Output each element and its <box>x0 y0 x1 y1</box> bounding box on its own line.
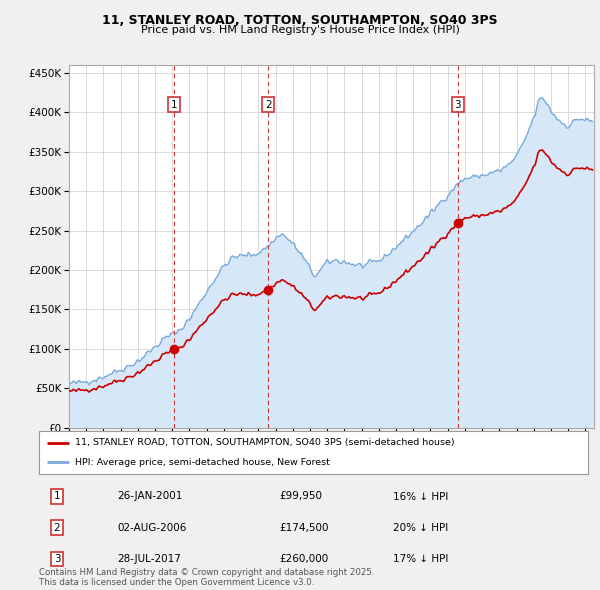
Text: 1: 1 <box>170 100 177 110</box>
Text: Contains HM Land Registry data © Crown copyright and database right 2025.
This d: Contains HM Land Registry data © Crown c… <box>39 568 374 587</box>
Text: 26-JAN-2001: 26-JAN-2001 <box>117 491 182 502</box>
Text: £260,000: £260,000 <box>279 554 328 564</box>
Text: 2: 2 <box>53 523 61 533</box>
Text: Price paid vs. HM Land Registry's House Price Index (HPI): Price paid vs. HM Land Registry's House … <box>140 25 460 35</box>
Text: 20% ↓ HPI: 20% ↓ HPI <box>393 523 448 533</box>
Text: 2: 2 <box>265 100 272 110</box>
Text: 17% ↓ HPI: 17% ↓ HPI <box>393 554 448 564</box>
Text: 11, STANLEY ROAD, TOTTON, SOUTHAMPTON, SO40 3PS: 11, STANLEY ROAD, TOTTON, SOUTHAMPTON, S… <box>102 14 498 27</box>
Text: £99,950: £99,950 <box>279 491 322 502</box>
Text: 16% ↓ HPI: 16% ↓ HPI <box>393 491 448 502</box>
Text: 28-JUL-2017: 28-JUL-2017 <box>117 554 181 564</box>
Text: 3: 3 <box>53 554 61 564</box>
Text: 1: 1 <box>53 491 61 502</box>
Text: £174,500: £174,500 <box>279 523 329 533</box>
Text: 11, STANLEY ROAD, TOTTON, SOUTHAMPTON, SO40 3PS (semi-detached house): 11, STANLEY ROAD, TOTTON, SOUTHAMPTON, S… <box>74 438 454 447</box>
Text: 02-AUG-2006: 02-AUG-2006 <box>117 523 187 533</box>
Text: 3: 3 <box>454 100 461 110</box>
Text: HPI: Average price, semi-detached house, New Forest: HPI: Average price, semi-detached house,… <box>74 458 329 467</box>
